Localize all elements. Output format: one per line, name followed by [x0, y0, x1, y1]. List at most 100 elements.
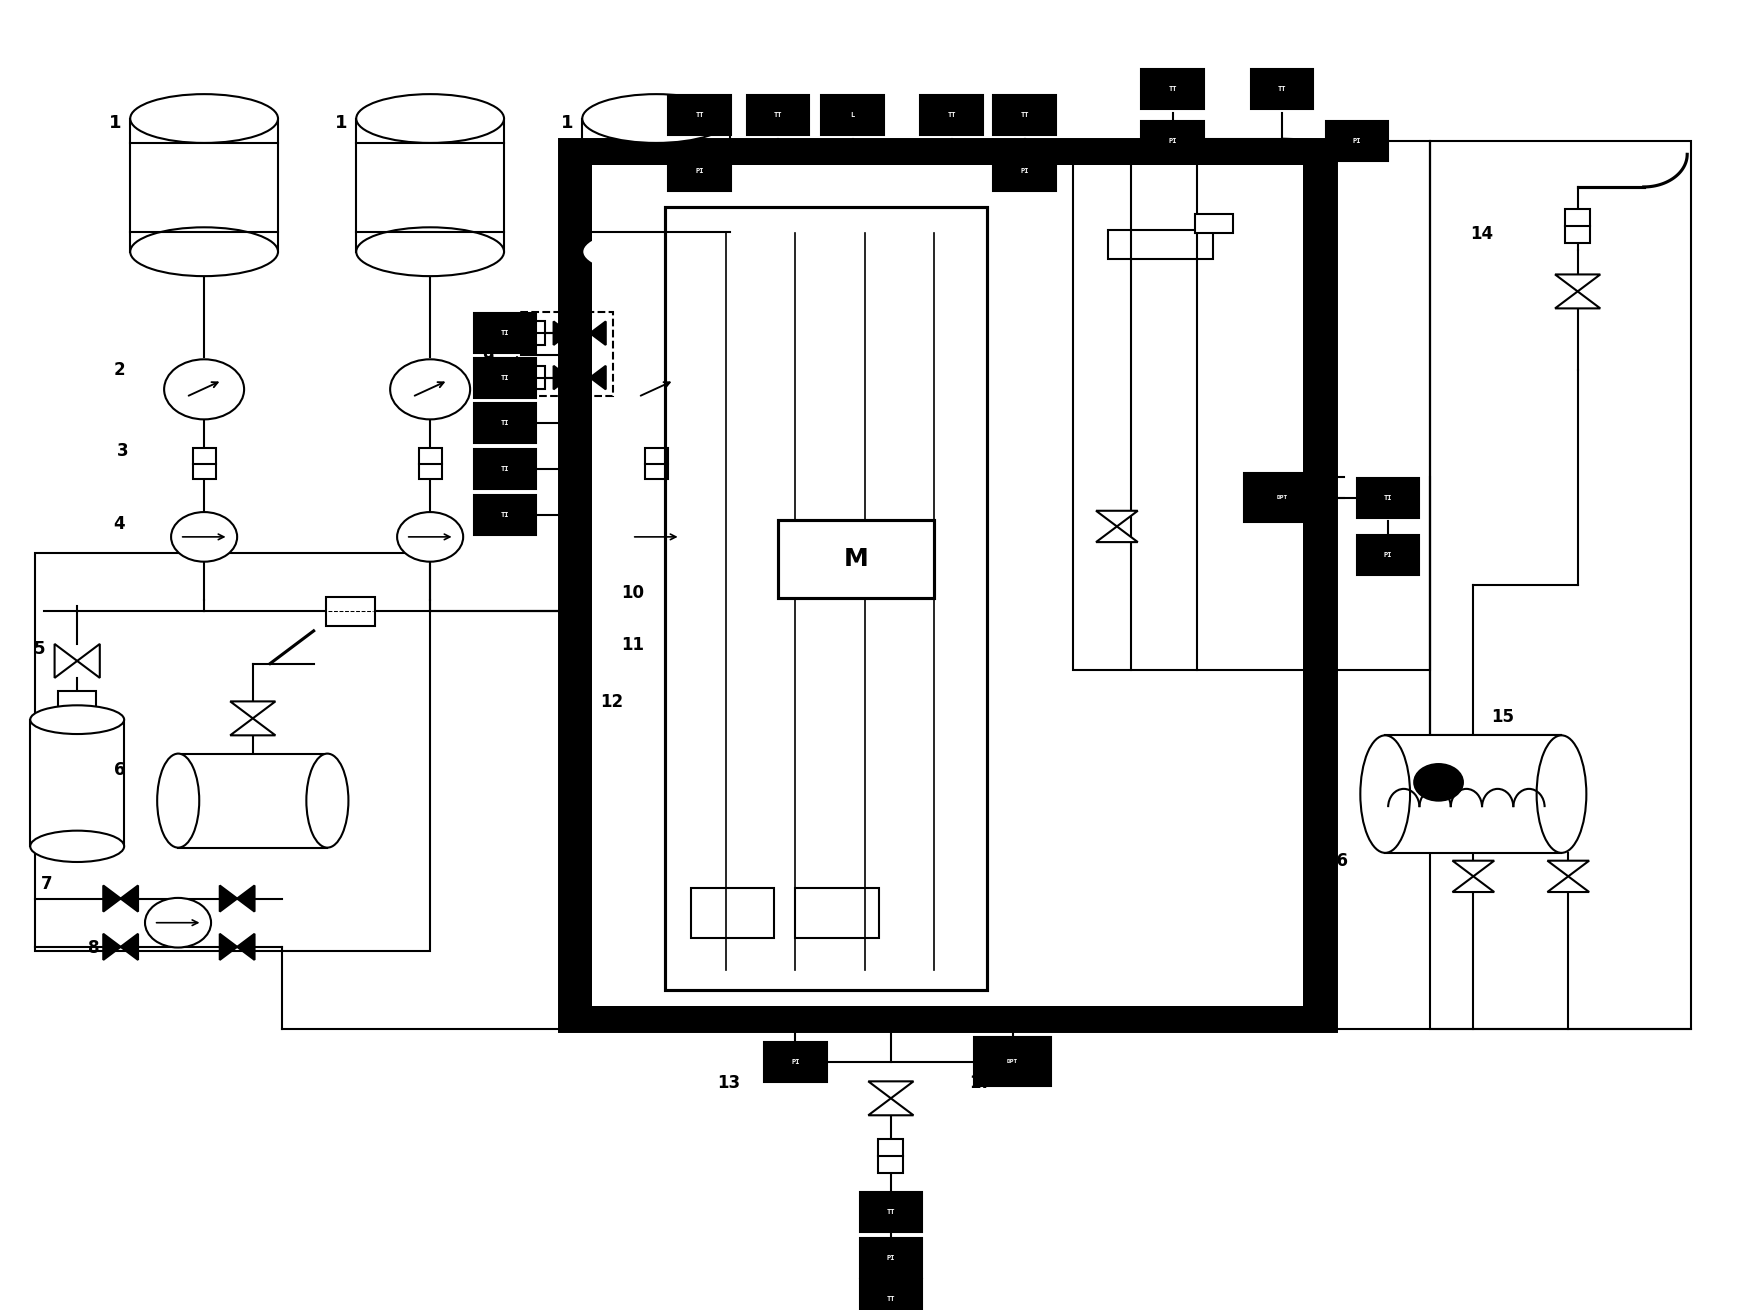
Bar: [1251, 70, 1314, 109]
Bar: [178, 754, 327, 848]
Text: TT: TT: [887, 1209, 894, 1215]
Polygon shape: [231, 719, 276, 736]
Ellipse shape: [356, 227, 505, 276]
Bar: [131, 118, 278, 252]
Bar: [582, 118, 730, 252]
Bar: [419, 448, 442, 480]
Text: TT: TT: [1020, 112, 1029, 118]
Text: TT: TT: [887, 1297, 894, 1302]
Polygon shape: [121, 886, 138, 912]
Text: TT: TT: [695, 112, 704, 118]
Text: TT: TT: [774, 112, 783, 118]
Text: PI: PI: [1020, 168, 1029, 175]
Polygon shape: [1095, 511, 1137, 527]
Bar: [1244, 473, 1321, 522]
Bar: [975, 1037, 1052, 1087]
Bar: [58, 691, 96, 720]
Bar: [1073, 142, 1429, 670]
Text: PI: PI: [791, 1059, 800, 1064]
Polygon shape: [554, 322, 570, 346]
Ellipse shape: [157, 754, 199, 848]
Text: 7: 7: [40, 875, 52, 894]
Polygon shape: [570, 365, 585, 389]
Text: 11: 11: [622, 636, 645, 654]
Bar: [1357, 535, 1420, 576]
Text: L: L: [851, 112, 854, 118]
Text: PI: PI: [695, 168, 704, 175]
Ellipse shape: [1537, 736, 1586, 853]
Bar: [521, 365, 545, 389]
Text: 17: 17: [970, 1074, 992, 1092]
Bar: [795, 888, 879, 938]
Polygon shape: [1548, 876, 1590, 892]
Bar: [561, 142, 1335, 1029]
Polygon shape: [1555, 275, 1600, 292]
Polygon shape: [103, 934, 121, 961]
Circle shape: [1415, 763, 1462, 800]
Bar: [356, 118, 505, 252]
Text: DPT: DPT: [1006, 1059, 1019, 1064]
Polygon shape: [1095, 527, 1137, 543]
Bar: [1357, 478, 1420, 518]
Text: 4: 4: [114, 515, 126, 533]
Bar: [35, 553, 430, 951]
Polygon shape: [1452, 861, 1494, 876]
Ellipse shape: [582, 95, 730, 143]
Text: TI: TI: [501, 420, 508, 426]
Bar: [777, 520, 935, 598]
Bar: [1429, 142, 1691, 1029]
Text: 12: 12: [601, 692, 624, 711]
Polygon shape: [590, 365, 606, 389]
Bar: [473, 357, 536, 398]
Bar: [517, 313, 613, 396]
Circle shape: [397, 512, 463, 561]
Text: TI: TI: [1384, 494, 1392, 501]
Ellipse shape: [582, 227, 730, 276]
Text: PI: PI: [1384, 552, 1392, 558]
Bar: [669, 95, 730, 135]
Polygon shape: [1555, 292, 1600, 309]
Text: 1: 1: [561, 114, 573, 133]
Text: 6: 6: [114, 761, 126, 778]
Bar: [1195, 214, 1233, 233]
Circle shape: [390, 359, 470, 419]
Ellipse shape: [356, 95, 505, 143]
Ellipse shape: [131, 227, 278, 276]
Polygon shape: [575, 365, 590, 389]
Circle shape: [164, 359, 245, 419]
Ellipse shape: [131, 95, 278, 143]
Polygon shape: [570, 322, 585, 346]
Text: TI: TI: [501, 374, 508, 381]
Polygon shape: [575, 322, 590, 346]
Polygon shape: [590, 322, 606, 346]
Polygon shape: [238, 934, 255, 961]
Polygon shape: [554, 365, 570, 389]
Text: TT: TT: [947, 112, 956, 118]
Text: TI: TI: [501, 330, 508, 336]
Text: TT: TT: [1169, 85, 1177, 92]
Bar: [192, 448, 215, 480]
Circle shape: [624, 512, 690, 561]
Polygon shape: [1548, 861, 1590, 876]
Bar: [1141, 70, 1204, 109]
Text: PI: PI: [1352, 138, 1361, 145]
Text: 10: 10: [622, 585, 645, 602]
Polygon shape: [868, 1099, 914, 1116]
Polygon shape: [220, 934, 238, 961]
Bar: [860, 1238, 922, 1277]
Text: DPT: DPT: [1277, 495, 1288, 501]
Bar: [1326, 121, 1389, 162]
Circle shape: [171, 512, 238, 561]
Polygon shape: [231, 702, 276, 719]
Bar: [1565, 209, 1590, 243]
Bar: [860, 1192, 922, 1233]
Polygon shape: [220, 886, 238, 912]
Bar: [473, 494, 536, 535]
Bar: [821, 95, 884, 135]
Text: PI: PI: [1169, 138, 1177, 145]
Bar: [1141, 121, 1204, 162]
Polygon shape: [77, 644, 100, 678]
Text: 16: 16: [1326, 851, 1349, 870]
Polygon shape: [54, 644, 77, 678]
Bar: [473, 403, 536, 443]
